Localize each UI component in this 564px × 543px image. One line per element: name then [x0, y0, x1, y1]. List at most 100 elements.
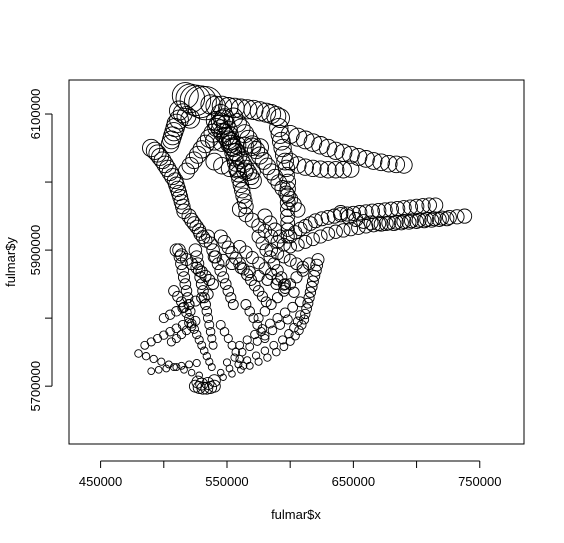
- data-point: [427, 197, 444, 213]
- data-point: [284, 278, 297, 290]
- data-point: [278, 335, 288, 345]
- data-point: [185, 306, 196, 317]
- data-point: [279, 342, 289, 352]
- data-point: [169, 243, 184, 257]
- data-point: [328, 224, 343, 239]
- data-point: [439, 211, 455, 227]
- data-point: [311, 253, 325, 267]
- data-point: [177, 361, 186, 370]
- data-point: [176, 264, 190, 277]
- data-point: [169, 363, 178, 372]
- data-point: [210, 104, 231, 124]
- data-point: [340, 209, 356, 225]
- data-point: [281, 152, 300, 171]
- data-point: [389, 200, 406, 217]
- data-point: [253, 313, 264, 324]
- data-point: [288, 127, 308, 147]
- data-point: [245, 342, 255, 352]
- data-point: [396, 214, 412, 229]
- data-point: [364, 203, 380, 219]
- data-point: [231, 170, 248, 188]
- data-point: [176, 296, 187, 308]
- data-point: [411, 212, 427, 228]
- data-point: [192, 329, 202, 340]
- x-tick-label: 650000: [332, 474, 375, 489]
- data-point: [334, 161, 352, 179]
- data-point: [434, 210, 450, 226]
- data-point: [196, 134, 215, 154]
- data-point: [301, 303, 312, 314]
- data-point: [416, 213, 432, 229]
- data-point: [204, 319, 215, 330]
- data-point: [192, 358, 201, 368]
- data-point: [296, 264, 310, 277]
- data-point: [173, 250, 187, 264]
- data-point: [231, 201, 248, 217]
- data-point: [357, 150, 375, 168]
- data-point: [188, 85, 223, 121]
- data-point: [206, 243, 220, 257]
- data-point: [242, 335, 252, 345]
- data-point: [194, 271, 207, 284]
- data-point: [282, 314, 293, 325]
- data-point: [289, 156, 307, 174]
- data-point: [222, 358, 232, 367]
- data-point: [265, 318, 275, 329]
- data-point: [251, 351, 261, 360]
- data-point: [171, 82, 199, 110]
- data-point: [171, 306, 182, 317]
- data-point: [237, 365, 245, 374]
- data-point: [238, 198, 254, 215]
- data-point: [227, 136, 247, 155]
- data-point: [236, 162, 254, 180]
- data-point: [345, 205, 361, 221]
- data-point: [196, 292, 208, 304]
- data-point: [295, 130, 315, 150]
- data-point: [279, 180, 296, 198]
- data-point: [188, 243, 203, 257]
- data-point: [261, 104, 282, 124]
- data-point: [333, 205, 349, 221]
- data-point: [180, 365, 188, 374]
- data-point: [363, 215, 379, 231]
- data-point: [401, 214, 417, 230]
- data-point: [175, 257, 188, 271]
- data-point: [282, 191, 299, 208]
- data-point: [202, 313, 214, 324]
- data-point: [267, 257, 281, 271]
- data-point: [305, 232, 320, 247]
- data-point: [199, 129, 219, 148]
- data-point: [207, 379, 221, 393]
- data-point: [393, 215, 409, 231]
- data-point: [366, 217, 382, 233]
- y-tick-label: 5700000: [28, 361, 43, 412]
- plot-frame: [68, 79, 525, 445]
- data-point: [219, 278, 232, 290]
- data-point: [271, 264, 284, 277]
- data-point: [304, 286, 317, 298]
- data-point: [243, 356, 252, 365]
- data-point: [269, 340, 279, 350]
- data-point: [240, 299, 252, 310]
- data-point: [192, 264, 206, 277]
- data-point: [203, 274, 216, 286]
- data-point: [191, 257, 205, 271]
- data-point: [342, 160, 360, 178]
- data-point: [275, 319, 286, 330]
- data-point: [287, 301, 299, 313]
- data-point: [266, 106, 287, 127]
- data-point: [189, 324, 199, 334]
- data-point: [300, 308, 311, 320]
- data-point: [352, 205, 368, 221]
- data-point: [227, 340, 237, 350]
- data-point: [356, 214, 371, 229]
- data-point: [220, 134, 239, 154]
- data-point: [190, 250, 204, 264]
- data-point: [188, 145, 207, 164]
- data-point: [426, 211, 442, 227]
- data-point: [234, 182, 251, 199]
- data-point: [242, 168, 260, 186]
- data-point: [247, 141, 266, 160]
- data-point: [358, 219, 374, 234]
